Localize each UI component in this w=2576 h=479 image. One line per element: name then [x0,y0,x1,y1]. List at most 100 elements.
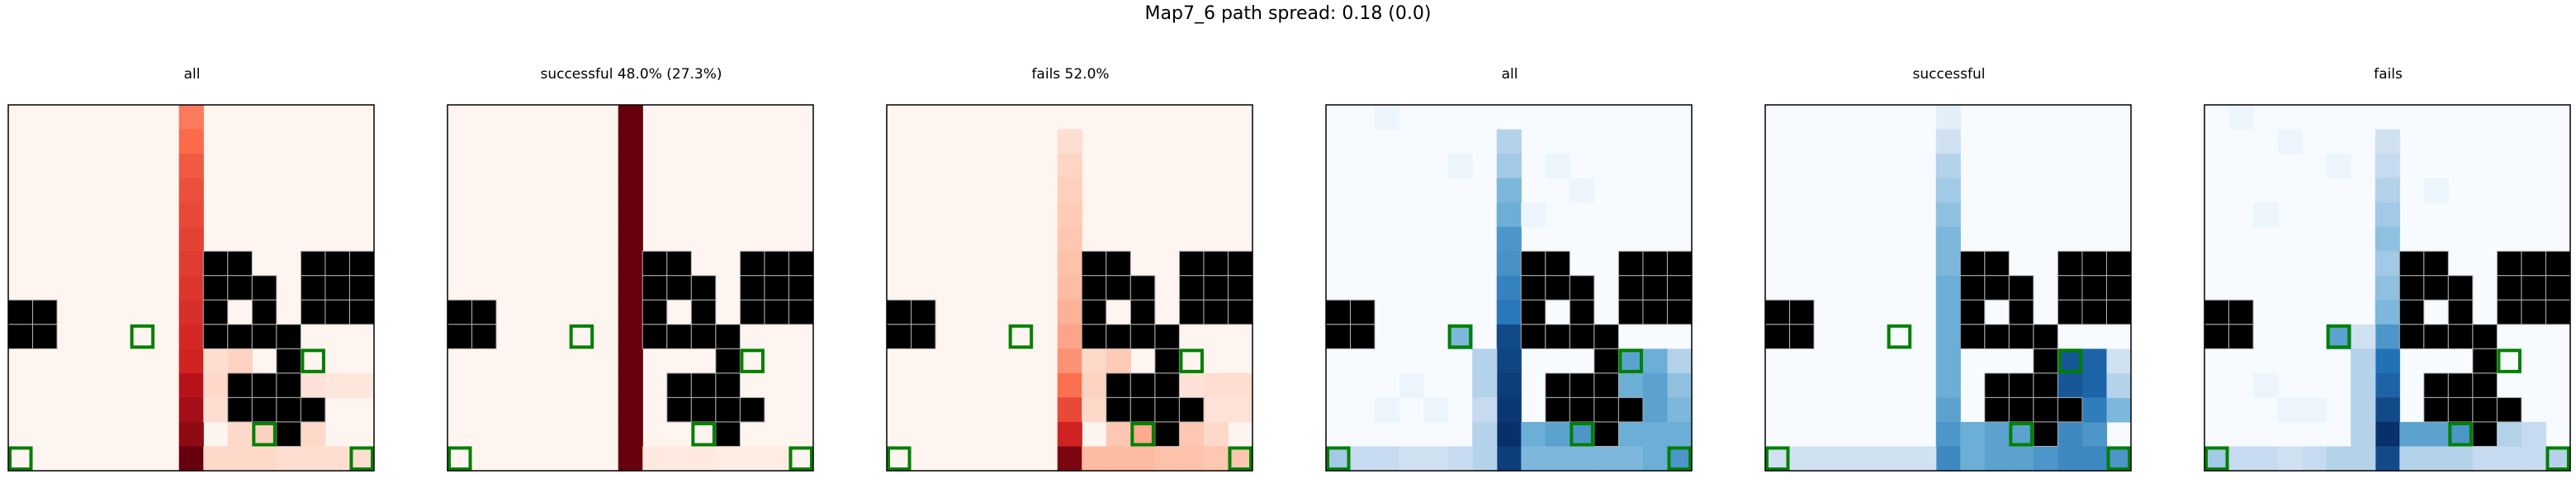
heatmap-cell [1935,178,1961,203]
heatmap-cell [1935,129,1961,154]
obstacle-cell [276,396,301,423]
heatmap-cell [178,446,204,472]
heatmap-cell [1984,421,2010,448]
obstacle-cell [1178,299,1205,325]
heatmap-cell [715,446,741,472]
heatmap-cell [1496,275,1522,301]
heatmap-cell [2228,446,2254,472]
heatmap-cell [2228,105,2254,130]
obstacle-cell [2521,250,2546,277]
obstacle-cell [788,250,814,277]
heatmap-cell [1618,349,1644,374]
goal-marker [1765,446,1790,472]
obstacle-cell [2496,275,2522,301]
heatmap-cell [1667,349,1693,374]
panel-frame [447,104,814,472]
heatmap-cell [1130,421,1156,448]
obstacle-cell [2008,396,2034,423]
obstacle-cell [886,324,912,349]
heatmap-cell [1326,446,1352,472]
panel-title-successful-reds: successful 48.0% (27.3%) [540,66,722,83]
panel-frame [1764,104,2132,472]
panel-title-successful-blues: successful [1912,66,1986,83]
obstacle-cell [1178,275,1205,301]
heatmap-cell [1935,349,1961,374]
heatmap-cell [1472,397,1498,423]
heatmap-cell [1935,324,1961,349]
heatmap-cell [1082,446,1107,472]
obstacle-cell [2398,250,2425,277]
heatmap-cell [252,421,277,448]
obstacle-cell [1227,250,1253,277]
goal-marker [2009,421,2034,447]
heatmap-cell [1935,275,1961,301]
panel-frame [1325,104,1693,472]
heatmap-cell [178,251,204,277]
heatmap-cell [1570,178,1595,203]
obstacle-cell [1520,299,1546,325]
obstacle-cell [764,299,789,325]
heatmap-cell [1375,446,1400,472]
heatmap-cell [1642,397,1669,423]
obstacle-cell [324,250,350,277]
obstacle-cell [1154,324,1180,349]
obstacle-cell [1666,275,1693,301]
heatmap-cell [618,300,643,325]
obstacle-cell [202,275,229,301]
heatmap-cell [1082,397,1107,423]
heatmap-cell [1496,154,1522,179]
obstacle-cell [1350,324,1376,349]
obstacle-cell [788,275,814,301]
heatmap-cell [2399,421,2425,448]
obstacle-cell [2496,299,2522,325]
heatmap-cell [2351,349,2376,374]
obstacle-cell [2472,348,2498,374]
heatmap-cell [2423,421,2449,448]
panel-title-all-blues: all [1501,66,1518,83]
heatmap-cell [1057,300,1082,325]
heatmap-cell [1350,446,1376,472]
obstacle-cell [251,275,277,301]
obstacle-cell [2398,324,2425,349]
obstacle-cell [2447,396,2474,423]
obstacle-cell [2081,299,2107,325]
heatmap-cell [1082,349,1107,374]
obstacle-cell [2423,250,2449,277]
heatmap-cell [2081,372,2108,398]
obstacle-cell [1081,250,1107,277]
obstacle-cell [324,299,350,325]
obstacle-cell [2447,299,2474,325]
panel-title-fails-blues: fails [2374,66,2403,83]
heatmap-cell [1106,421,1131,448]
obstacle-cell [2398,275,2425,301]
goal-marker [1326,446,1351,472]
obstacle-cell [1203,299,1229,325]
obstacle-cell [2472,396,2498,423]
heatmap-cell [2375,300,2400,325]
obstacle-cell [2423,324,2449,349]
obstacle-cell [276,348,301,374]
obstacle-cell [300,396,326,423]
obstacle-cell [1106,324,1131,349]
heatmap-cell [1057,202,1082,228]
obstacle-cell [1569,396,1595,423]
obstacle-cell [2496,396,2522,423]
heatmap-cell [2375,372,2400,398]
heatmap-cell [1984,446,2010,472]
obstacle-cell [2545,275,2571,301]
obstacle-cell [1617,299,1644,325]
heatmap-cell [324,446,351,472]
goal-marker [2106,446,2131,472]
heatmap-cell [2081,397,2108,423]
obstacle-cell [227,324,253,349]
heatmap-cell [1228,397,1253,423]
heatmap-cell [1082,372,1107,398]
heatmap-cell [1814,446,1840,472]
goal-marker [1447,324,1473,349]
heatmap-cell [2497,421,2522,448]
heatmap-cell [1106,349,1131,374]
obstacle-cell [886,299,912,325]
obstacle-cell [1154,396,1180,423]
heatmap-cell [203,446,229,472]
heatmap-cell [1057,275,1082,301]
